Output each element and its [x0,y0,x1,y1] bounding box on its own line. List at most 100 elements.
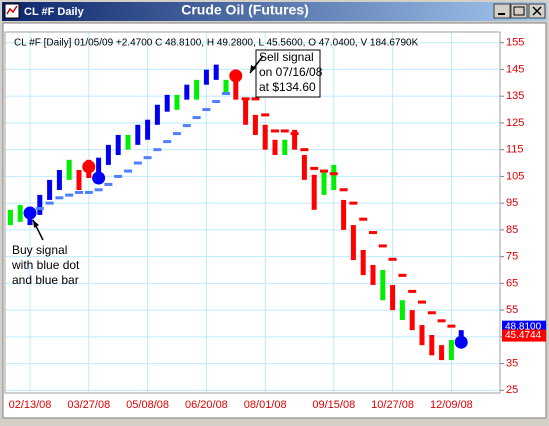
stop-mark [133,161,142,165]
price-bar [135,124,141,145]
stop-mark [437,319,446,323]
stop-mark [212,100,221,104]
y-tick-label: 25 [506,384,518,396]
stop-mark [182,124,191,128]
stop-mark [192,116,201,120]
price-tag-label: 45.4744 [505,330,542,341]
price-bar [311,174,317,210]
price-bar [350,225,356,261]
price-bar [145,119,151,140]
signal-dot [82,160,96,174]
annotation-text: at $134.60 [259,80,316,94]
price-bar [164,94,170,112]
price-bar [66,159,72,180]
price-bar [125,134,131,150]
stop-mark [280,129,289,133]
price-bar [96,157,102,182]
close-glyph [532,6,542,16]
stop-mark [369,231,377,235]
stop-mark [45,201,54,205]
x-tick-label: 09/15/08 [312,399,355,411]
price-bar [282,139,288,156]
x-tick-label: 02/13/08 [9,399,52,411]
y-tick-label: 125 [506,117,524,129]
stop-mark [408,289,417,293]
stop-mark [222,92,230,96]
y-tick-label: 115 [506,144,524,156]
price-bar [419,325,425,346]
price-tag-label: 48.8100 [505,321,542,332]
price-bar [360,249,366,276]
price-bar [184,84,190,100]
price-bar [370,264,376,285]
price-bar [47,179,53,200]
sell-annotation-box [255,49,321,98]
price-bar [233,79,239,100]
plot-border [4,31,501,394]
price-bar [76,169,82,191]
stop-mark [300,148,309,152]
price-bar [301,155,307,180]
price-bar [262,124,268,150]
price-bar [331,164,337,191]
price-bar [341,199,347,230]
stop-mark [251,97,260,101]
price-bar [194,79,200,100]
y-tick-label: 75 [506,251,518,263]
stop-mark [427,311,436,315]
price-bar [154,104,160,125]
annotation-text: with blue dot [11,258,80,272]
minimize-button[interactable] [493,3,511,19]
maximize-glyph [513,6,525,16]
stop-mark [173,132,181,136]
stop-mark [114,174,123,178]
stop-mark [447,324,456,328]
price-bar [17,205,23,222]
stop-mark [339,188,348,192]
maximize-button[interactable] [510,3,528,19]
stop-mark [143,156,152,160]
y-tick-label: 105 [506,170,524,182]
signal-dot [23,206,37,220]
stop-mark [84,190,93,194]
stop-mark [418,300,426,304]
price-bar [252,114,258,135]
x-tick-label: 03/27/08 [67,399,110,411]
price-bar [213,64,219,80]
signal-dot [229,69,243,83]
sell-arrowhead [250,65,256,73]
stop-mark [388,257,397,261]
annotation-text: and blue bar [12,273,79,287]
y-tick-label: 155 [506,37,524,49]
price-bar [56,169,62,191]
price-bar [380,269,386,301]
stop-mark [35,206,44,210]
stop-mark [124,169,132,173]
price-bar [37,194,43,215]
price-bar [243,99,249,125]
stop-mark [241,97,250,101]
y-tick-label: 35 [506,357,518,369]
buy-arrowhead [33,220,39,228]
price-bar [223,79,229,95]
window-title: CL #F Daily [24,6,85,18]
price-bar [272,139,278,156]
stop-mark [55,196,64,200]
x-tick-label: 10/27/08 [371,399,414,411]
stop-mark [202,108,211,112]
price-bar [399,300,405,320]
price-bar [115,134,121,156]
app-icon-glyph [6,5,18,15]
chart-title: Crude Oil (Futures) [181,2,309,18]
stop-mark [104,182,113,186]
y-tick-label: 55 [506,304,518,316]
price-bar [321,169,327,195]
price-tag [502,329,546,342]
price-bar [390,284,396,311]
y-tick-label: 95 [506,197,518,209]
stop-mark [163,140,172,144]
stop-mark [320,169,328,173]
